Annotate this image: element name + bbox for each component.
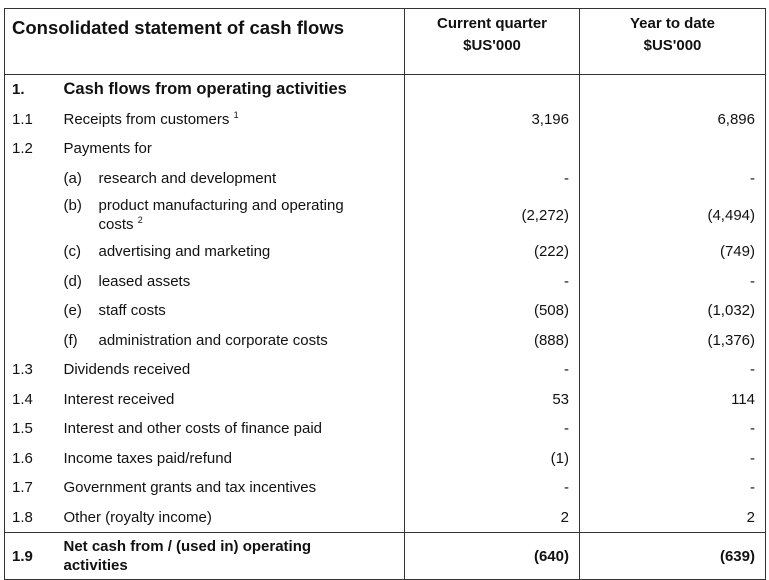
table-row: (f) administration and corporate costs (8… [4, 325, 766, 355]
row-number: 1.2 [4, 134, 55, 164]
year-to-date-value: (749) [579, 237, 766, 267]
row-label: Other (royalty income) [63, 508, 212, 526]
total-current-quarter-value: (640) [404, 532, 580, 580]
current-quarter-value: (2,272) [404, 193, 580, 237]
row-number: 1.1 [4, 104, 55, 134]
row-prefix: (f) [63, 331, 78, 349]
row-prefix: (a) [63, 169, 82, 187]
row-label: Interest received [63, 390, 175, 408]
footnote-marker: 1 [233, 109, 239, 120]
current-quarter-value: 2 [404, 502, 580, 533]
current-quarter-value: - [404, 355, 580, 385]
row-label: Government grants and tax incentives [63, 479, 317, 497]
current-quarter-unit: $US'000 [463, 37, 521, 54]
year-to-date-value [579, 134, 766, 164]
section-label: Cash flows from operating activities [63, 80, 347, 99]
table-row: (d) leased assets - - [4, 266, 766, 296]
year-to-date-value: 6,896 [579, 104, 766, 134]
table-row: (c) advertising and marketing (222) (749) [4, 237, 766, 267]
current-quarter-value: - [404, 266, 580, 296]
row-label: Payments for [63, 140, 152, 158]
statement-title: Consolidated statement of cash flows [4, 8, 405, 75]
year-to-date-value: 114 [579, 384, 766, 414]
current-quarter-value: - [404, 163, 580, 193]
table-row: 1.3 Dividends received - - [4, 355, 766, 385]
row-label: (b) product manufacturing and operating co… [63, 197, 344, 233]
total-row: 1.9 Net cash from / (used in) operating a… [4, 532, 766, 580]
table-row: 1.5 Interest and other costs of finance … [4, 414, 766, 444]
table-row: 1.8 Other (royalty income) 2 2 [4, 502, 766, 533]
row-number: 1.7 [4, 473, 55, 503]
table-row: (b) product manufacturing and operating co… [4, 193, 766, 237]
current-quarter-value: (1) [404, 443, 580, 473]
year-to-date-label: Year to date [629, 15, 716, 32]
year-to-date-unit: $US'000 [643, 37, 702, 54]
current-quarter-value: - [404, 414, 580, 444]
row-label: Dividends received [63, 361, 191, 379]
section-number: 1. [4, 74, 55, 105]
current-quarter-header: Current quarter $US'000 [404, 8, 580, 75]
year-to-date-value: (4,494) [579, 193, 766, 237]
row-label: (f) administration and corporate costs [63, 331, 328, 349]
row-number: 1.8 [4, 502, 55, 533]
section-row: 1. Cash flows from operating activities [4, 74, 766, 105]
cash-flow-table: Consolidated statement of cash flows Cur… [4, 8, 766, 580]
year-to-date-value: (1,376) [579, 325, 766, 355]
table-row: 1.7 Government grants and tax incentives… [4, 473, 766, 503]
row-prefix: (d) [63, 272, 82, 290]
year-to-date-value: - [579, 266, 766, 296]
footnote-marker: 2 [137, 215, 143, 225]
total-label: Net cash from / (used in) operating activ… [54, 532, 405, 580]
current-quarter-value: (222) [404, 237, 580, 267]
row-prefix: (e) [63, 302, 82, 320]
year-to-date-value: - [579, 443, 766, 473]
table-row: (e) staff costs (508) (1,032) [4, 296, 766, 326]
row-label: Income taxes paid/refund [63, 449, 232, 467]
header-row: Consolidated statement of cash flows Cur… [4, 8, 766, 75]
current-quarter-label: Current quarter [436, 15, 548, 32]
year-to-date-value: - [579, 414, 766, 444]
row-number: 1.5 [4, 414, 55, 444]
row-number: 1.3 [4, 355, 55, 385]
total-year-to-date-value: (639) [579, 532, 766, 580]
year-to-date-value: - [579, 163, 766, 193]
current-quarter-value: - [404, 473, 580, 503]
year-to-date-value: - [579, 473, 766, 503]
row-label: (a) research and development [63, 169, 277, 187]
table-row: 1.4 Interest received 53 114 [4, 384, 766, 414]
year-to-date-value: - [579, 355, 766, 385]
row-label: (c) advertising and marketing [63, 243, 271, 261]
current-quarter-value: (888) [404, 325, 580, 355]
table-row: 1.2 Payments for [4, 134, 766, 164]
row-prefix: (b) [63, 197, 82, 214]
year-to-date-value: 2 [579, 502, 766, 533]
total-number: 1.9 [4, 532, 55, 580]
table-row: 1.6 Income taxes paid/refund (1) - [4, 443, 766, 473]
year-to-date-header: Year to date $US'000 [579, 8, 766, 75]
row-prefix: (c) [63, 243, 82, 261]
row-number: 1.4 [4, 384, 55, 414]
year-to-date-value: (1,032) [579, 296, 766, 326]
current-quarter-value: (508) [404, 296, 580, 326]
current-quarter-value: 53 [404, 384, 580, 414]
row-number: 1.6 [4, 443, 55, 473]
table-row: (a) research and development - - [4, 163, 766, 193]
current-quarter-value: 3,196 [404, 104, 580, 134]
row-label: (d) leased assets [63, 272, 191, 290]
row-label: Interest and other costs of finance paid [63, 420, 323, 438]
row-label: (e) staff costs [63, 302, 166, 320]
row-label: Receipts from customers 1 [63, 109, 239, 128]
current-quarter-value [404, 134, 580, 164]
table-row: 1.1 Receipts from customers 1 3,196 6,89… [4, 104, 766, 134]
